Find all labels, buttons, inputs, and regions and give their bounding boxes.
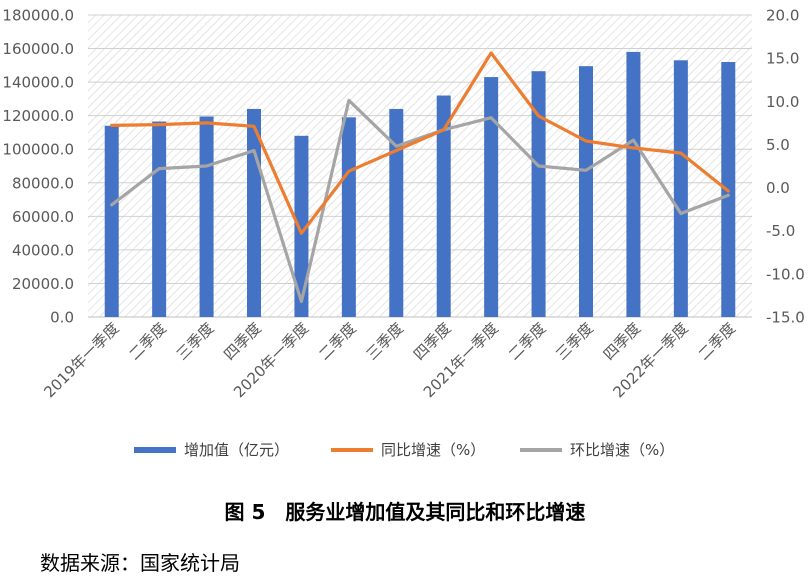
x-tick-label: 二季度 xyxy=(505,319,550,364)
x-tick-label: 三季度 xyxy=(363,319,408,364)
right-tick-label: -15.0 xyxy=(766,309,805,327)
x-tick-label: 四季度 xyxy=(220,319,265,364)
x-tick-label: 二季度 xyxy=(315,319,360,364)
right-tick-label: 15.0 xyxy=(766,50,799,68)
legend: 增加值（亿元） 同比增速（%） 环比增速（%） xyxy=(0,436,810,464)
right-axis-ticks: -15.0 -10.0 -5.0 0.0 5.0 10.0 15.0 20.0 xyxy=(766,7,805,327)
left-axis-ticks: 0.0 20000.0 40000.0 60000.0 80000.0 100000.0 1… xyxy=(2,7,74,327)
left-tick-label: 20000.0 xyxy=(12,275,74,293)
left-tick-label: 40000.0 xyxy=(12,241,74,259)
right-tick-label: 10.0 xyxy=(766,93,799,111)
source-note: 数据来源：国家统计局 xyxy=(40,551,240,575)
line-series xyxy=(110,51,730,304)
x-tick-label: 三季度 xyxy=(552,319,597,364)
bar xyxy=(579,66,593,317)
right-tick-label: 5.0 xyxy=(766,136,790,154)
bar xyxy=(673,60,688,318)
legend-label-qoq: 环比增速（%） xyxy=(570,441,675,459)
bar xyxy=(626,51,641,318)
right-tick-label: -5.0 xyxy=(766,222,795,240)
right-tick-label: -10.0 xyxy=(766,265,805,283)
x-tick-label: 二季度 xyxy=(695,319,740,364)
bar xyxy=(294,135,309,317)
left-tick-label: 140000.0 xyxy=(2,74,74,92)
bar xyxy=(531,71,546,317)
left-tick-label: 100000.0 xyxy=(2,141,74,159)
bar xyxy=(484,77,499,317)
yoy-growth-line xyxy=(110,51,730,235)
figure-title: 图 5 服务业增加值及其同比和环比增速 xyxy=(224,500,586,524)
bar xyxy=(104,125,119,317)
chart: 0.0 20000.0 40000.0 60000.0 80000.0 100000.0 1… xyxy=(2,7,805,402)
left-tick-label: 60000.0 xyxy=(12,208,74,226)
bar xyxy=(389,108,404,317)
x-tick-label: 2019年一季度 xyxy=(40,319,122,401)
left-tick-label: 80000.0 xyxy=(12,174,74,192)
bar xyxy=(199,116,214,317)
legend-label-yoy: 同比增速（%） xyxy=(381,441,486,459)
legend-swatch-qoq xyxy=(520,448,562,452)
gridlines xyxy=(88,14,752,318)
left-tick-label: 0.0 xyxy=(50,309,74,327)
left-tick-label: 120000.0 xyxy=(2,107,74,125)
bar xyxy=(341,117,356,317)
x-tick-label: 四季度 xyxy=(600,319,645,364)
legend-label-bar: 增加值（亿元） xyxy=(184,441,290,459)
left-tick-label: 160000.0 xyxy=(2,40,74,58)
bar-series xyxy=(104,51,736,318)
right-tick-label: 0.0 xyxy=(766,179,790,197)
x-tick-label: 二季度 xyxy=(125,319,170,364)
x-tick-label: 四季度 xyxy=(410,319,455,364)
x-tick-label: 三季度 xyxy=(173,319,218,364)
bar xyxy=(436,95,451,318)
legend-swatch-bar xyxy=(134,447,176,453)
right-tick-label: 20.0 xyxy=(766,7,799,25)
bar xyxy=(152,121,167,318)
left-tick-label: 180000.0 xyxy=(2,7,74,25)
legend-swatch-yoy xyxy=(331,448,373,452)
